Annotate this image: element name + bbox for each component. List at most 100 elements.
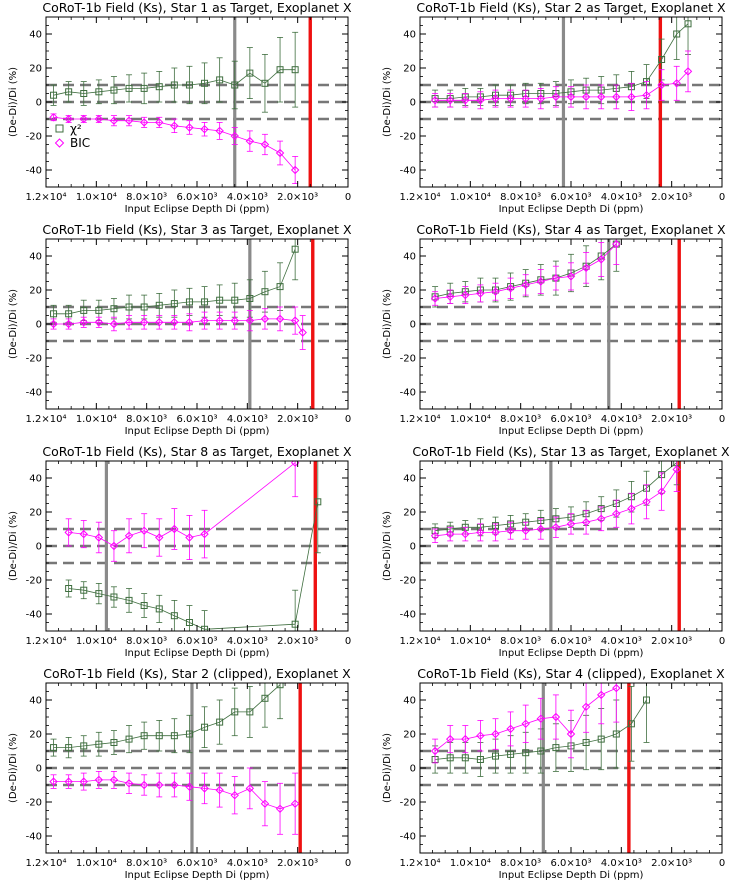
y-tick-label: 20 <box>29 286 42 297</box>
x-tick-label: 1.0×10⁴ <box>76 858 117 869</box>
data-point-diamond <box>672 79 681 88</box>
data-point-square <box>80 90 88 97</box>
data-point-diamond <box>521 280 530 290</box>
x-axis-label: Input Eclipse Depth Di (ppm) <box>499 426 644 437</box>
data-point-diamond <box>298 328 307 337</box>
data-point-square <box>80 586 88 594</box>
x-tick-label: 4.0×10³ <box>601 192 642 203</box>
data-point-diamond <box>215 316 224 325</box>
x-axis-label: Input Eclipse Depth Di (ppm) <box>125 648 270 659</box>
data-point-diamond <box>124 318 134 327</box>
data-point-square <box>216 296 224 304</box>
x-tick-label: 4.0×10³ <box>227 858 268 869</box>
x-tick-label: 6.0×10³ <box>176 858 217 869</box>
data-point-square <box>95 590 103 598</box>
data-point-diamond <box>445 529 455 539</box>
data-point-diamond <box>461 290 470 300</box>
data-point-diamond <box>49 319 58 329</box>
x-tick-label: 1.0×10⁴ <box>450 192 491 203</box>
y-tick-label: -40 <box>400 610 416 621</box>
y-tick-label: -20 <box>26 132 42 143</box>
chart-panel-4: CoRoT-1b Field (Ks), Star 4 as Target, E… <box>382 222 726 437</box>
data-point-square <box>185 298 193 306</box>
data-point-square <box>246 69 254 77</box>
data-point-diamond <box>79 529 88 539</box>
data-point-diamond <box>215 785 224 795</box>
data-point-diamond <box>79 777 88 786</box>
x-tick-label: 1.0×10⁴ <box>76 414 117 425</box>
data-point-diamond <box>230 790 239 800</box>
data-point-diamond <box>566 92 576 102</box>
series-bic <box>430 50 693 111</box>
y-tick-label: 40 <box>403 252 416 263</box>
y-tick-label: 20 <box>403 730 416 741</box>
y-axis-label: (De-Di)/Di (%) <box>8 67 19 137</box>
y-tick-label: 0 <box>410 98 416 109</box>
data-point-square <box>95 740 103 748</box>
data-point-square <box>276 66 284 74</box>
y-axis-label: (De-Di)/Di (%) <box>382 733 393 803</box>
x-tick-label: 1.2×10⁴ <box>25 414 66 425</box>
data-point-diamond <box>185 318 194 327</box>
data-point-diamond <box>94 775 104 785</box>
data-point-square <box>246 708 254 716</box>
plot-area <box>420 17 722 187</box>
x-axis-label: Input Eclipse Depth Di (ppm) <box>125 426 270 437</box>
x-tick-label: 1.2×10⁴ <box>25 858 66 869</box>
data-point-diamond <box>139 526 149 535</box>
data-point-diamond <box>461 529 470 539</box>
data-point-diamond <box>109 541 119 551</box>
data-point-diamond <box>260 314 270 324</box>
data-point-square <box>291 245 299 253</box>
y-axis-label: (De-Di)/Di (%) <box>382 289 393 359</box>
x-tick-label: 1.0×10⁴ <box>76 636 117 647</box>
data-point-square <box>110 593 118 601</box>
data-point-diamond <box>275 314 285 324</box>
data-point-diamond <box>551 92 561 102</box>
x-tick-label: 1.2×10⁴ <box>399 636 440 647</box>
y-tick-label: 20 <box>403 286 416 297</box>
series-line <box>68 462 296 547</box>
chart-panel-8: CoRoT-1b Field (Ks), Star 4 (clipped), E… <box>382 666 725 881</box>
data-point-square <box>65 585 73 592</box>
plot-area <box>420 239 722 409</box>
legend-label-chi2: χ² <box>70 122 82 136</box>
x-tick-label: 1.2×10⁴ <box>25 192 66 203</box>
chart-panel-6: CoRoT-1b Field (Ks), Star 13 as Target, … <box>382 444 730 659</box>
series-chi2 <box>65 461 322 631</box>
y-tick-label: 20 <box>403 508 416 519</box>
x-tick-label: 6.0×10³ <box>550 636 591 647</box>
x-tick-label: 6.0×10³ <box>176 192 217 203</box>
data-point-diamond <box>260 140 270 149</box>
data-point-diamond <box>683 67 693 76</box>
data-point-diamond <box>506 284 515 293</box>
data-point-diamond <box>124 116 134 125</box>
data-point-diamond <box>551 712 561 722</box>
data-point-diamond <box>581 517 591 527</box>
plot-area <box>46 17 348 187</box>
data-point-square <box>50 310 58 318</box>
x-tick-label: 1.2×10⁴ <box>399 858 440 869</box>
data-point-diamond <box>290 165 300 175</box>
data-point-diamond <box>596 255 606 264</box>
data-point-diamond <box>185 782 194 791</box>
data-point-diamond <box>551 523 561 532</box>
chart-panel-3: CoRoT-1b Field (Ks), Star 3 as Target, E… <box>8 222 352 437</box>
data-point-square <box>170 300 178 308</box>
x-tick-label: 1.0×10⁴ <box>450 414 491 425</box>
data-point-diamond <box>64 114 73 124</box>
x-tick-label: 2.0×10³ <box>277 414 318 425</box>
plot-area <box>46 239 348 409</box>
data-point-square <box>201 625 209 631</box>
data-point-square <box>537 747 545 755</box>
x-axis-label: Input Eclipse Depth Di (ppm) <box>499 870 644 881</box>
x-tick-label: 8.0×10³ <box>126 636 167 647</box>
panel-title: CoRoT-1b Field (Ks), Star 4 (clipped), E… <box>417 666 725 681</box>
data-point-diamond <box>275 148 285 158</box>
data-point-square <box>291 620 299 628</box>
x-tick-label: 2.0×10³ <box>277 192 318 203</box>
data-point-diamond <box>185 123 194 132</box>
series-line <box>435 71 689 101</box>
data-point-diamond <box>185 533 194 542</box>
